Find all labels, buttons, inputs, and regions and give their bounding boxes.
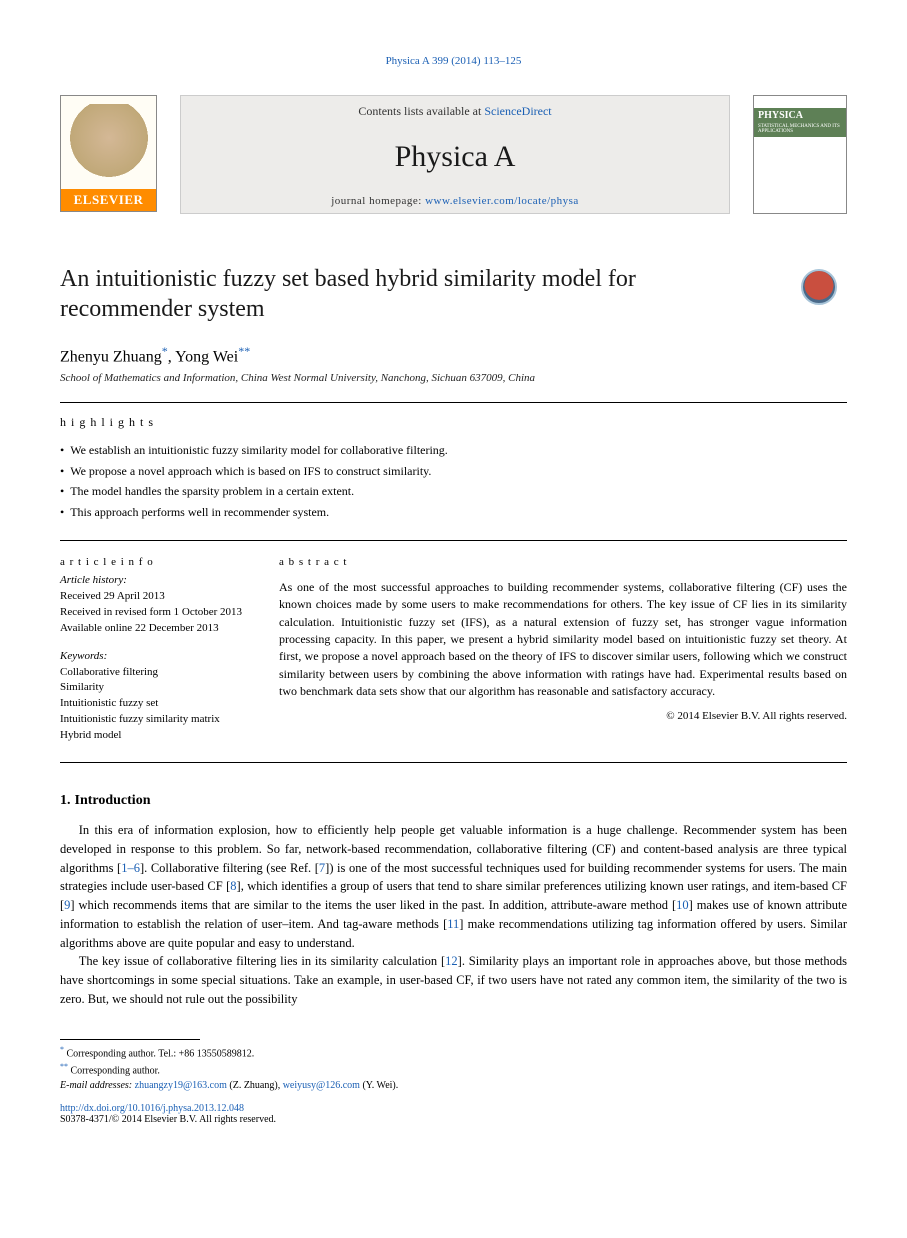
section-head: 1. Introduction	[60, 791, 847, 809]
paper-title: An intuitionistic fuzzy set based hybrid…	[60, 264, 730, 324]
contents-prefix: Contents lists available at	[358, 104, 484, 118]
highlight-text: We propose a novel approach which is bas…	[70, 464, 431, 478]
divider	[60, 402, 847, 403]
footnote-text: Corresponding author. Tel.: +86 13550589…	[64, 1048, 254, 1059]
journal-banner: Contents lists available at ScienceDirec…	[180, 95, 730, 214]
footnote-corr1: * Corresponding author. Tel.: +86 135505…	[60, 1044, 847, 1061]
ref-link[interactable]: 11	[447, 917, 459, 931]
keyword: Similarity	[60, 680, 255, 696]
affiliation: School of Mathematics and Information, C…	[60, 372, 847, 384]
doi-copyright: S0378-4371/© 2014 Elsevier B.V. All righ…	[60, 1114, 276, 1125]
homepage-prefix: journal homepage:	[331, 195, 425, 207]
available: Available online 22 December 2013	[60, 621, 255, 637]
footnote-separator	[60, 1039, 200, 1040]
footnotes: * Corresponding author. Tel.: +86 135505…	[60, 1044, 847, 1094]
homepage-line: journal homepage: www.elsevier.com/locat…	[331, 195, 579, 207]
body-paragraph: The key issue of collaborative filtering…	[60, 952, 847, 1008]
sciencedirect-link[interactable]: ScienceDirect	[484, 104, 551, 118]
contents-line: Contents lists available at ScienceDirec…	[358, 104, 551, 119]
highlight-text: This approach performs well in recommend…	[70, 505, 329, 519]
cover-top-text	[754, 96, 846, 108]
star-icon: **	[60, 1062, 68, 1071]
info-abstract-row: a r t i c l e i n f o Article history: R…	[60, 555, 847, 744]
divider	[60, 540, 847, 541]
section-num: 1.	[60, 793, 71, 808]
highlight-text: We establish an intuitionistic fuzzy sim…	[70, 443, 448, 457]
abstract-head: a b s t r a c t	[279, 555, 847, 571]
abstract-text: As one of the most successful approaches…	[279, 579, 847, 701]
divider	[60, 762, 847, 763]
cover-brand: PHYSICA	[754, 108, 846, 123]
body-paragraph: In this era of information explosion, ho…	[60, 821, 847, 952]
ref-link[interactable]: 10	[676, 898, 689, 912]
highlights-title: h i g h l i g h t s	[60, 415, 847, 430]
authors: Zhenyu Zhuang*, Yong Wei**	[60, 344, 847, 366]
elsevier-label: ELSEVIER	[61, 189, 156, 211]
email-link[interactable]: zhuangzy19@163.com	[135, 1080, 227, 1091]
crossmark-icon[interactable]	[801, 269, 837, 305]
cover-sub: STATISTICAL MECHANICS AND ITS APPLICATIO…	[754, 123, 846, 137]
keyword: Intuitionistic fuzzy set	[60, 696, 255, 712]
email-name: (Z. Zhuang),	[227, 1080, 283, 1091]
doi-link[interactable]: http://dx.doi.org/10.1016/j.physa.2013.1…	[60, 1103, 244, 1114]
section-title: Introduction	[75, 793, 151, 808]
para1-b: ]. Collaborative filtering (see Ref. [	[140, 861, 319, 875]
author2-sup: **	[238, 344, 250, 358]
highlight-item: •This approach performs well in recommen…	[60, 502, 847, 522]
para2-a: The key issue of collaborative filtering…	[79, 954, 445, 968]
author-1: Zhenyu Zhuang	[60, 348, 162, 365]
homepage-link[interactable]: www.elsevier.com/locate/physa	[425, 195, 579, 207]
highlights-block: h i g h l i g h t s •We establish an int…	[60, 415, 847, 522]
footnote-corr2: ** Corresponding author.	[60, 1061, 847, 1078]
citation-line: Physica A 399 (2014) 113–125	[60, 55, 847, 67]
history-head: Article history:	[60, 573, 255, 589]
journal-cover: PHYSICA STATISTICAL MECHANICS AND ITS AP…	[753, 95, 847, 214]
highlight-text: The model handles the sparsity problem i…	[70, 484, 354, 498]
footnote-emails: E-mail addresses: zhuangzy19@163.com (Z.…	[60, 1078, 847, 1093]
title-row: An intuitionistic fuzzy set based hybrid…	[60, 264, 847, 324]
tree-icon	[69, 104, 149, 189]
highlight-item: •We establish an intuitionistic fuzzy si…	[60, 440, 847, 460]
elsevier-logo: ELSEVIER	[60, 95, 157, 212]
article-info: a r t i c l e i n f o Article history: R…	[60, 555, 255, 744]
author-2: , Yong Wei	[168, 348, 238, 365]
para1-e: ] which recommends items that are simila…	[70, 898, 676, 912]
keyword: Collaborative filtering	[60, 665, 255, 681]
footnote-text: Corresponding author.	[68, 1065, 160, 1076]
highlight-item: •We propose a novel approach which is ba…	[60, 461, 847, 481]
keyword: Hybrid model	[60, 728, 255, 744]
abstract-col: a b s t r a c t As one of the most succe…	[279, 555, 847, 744]
ref-link[interactable]: 1–6	[121, 861, 140, 875]
emails-prefix: E-mail addresses:	[60, 1080, 135, 1091]
revised: Received in revised form 1 October 2013	[60, 605, 255, 621]
copyright: © 2014 Elsevier B.V. All rights reserved…	[279, 709, 847, 725]
doi-line: http://dx.doi.org/10.1016/j.physa.2013.1…	[60, 1103, 847, 1125]
header-block: ELSEVIER Contents lists available at Sci…	[60, 95, 847, 214]
cover-body	[754, 137, 846, 213]
email-name: (Y. Wei).	[360, 1080, 398, 1091]
highlights-list: •We establish an intuitionistic fuzzy si…	[60, 440, 847, 522]
article-info-head: a r t i c l e i n f o	[60, 555, 255, 571]
received: Received 29 April 2013	[60, 589, 255, 605]
ref-link[interactable]: 12	[445, 954, 458, 968]
journal-title: Physica A	[395, 140, 516, 174]
keywords-head: Keywords:	[60, 649, 255, 665]
highlight-item: •The model handles the sparsity problem …	[60, 481, 847, 501]
keyword: Intuitionistic fuzzy similarity matrix	[60, 712, 255, 728]
email-link[interactable]: weiyusy@126.com	[283, 1080, 360, 1091]
